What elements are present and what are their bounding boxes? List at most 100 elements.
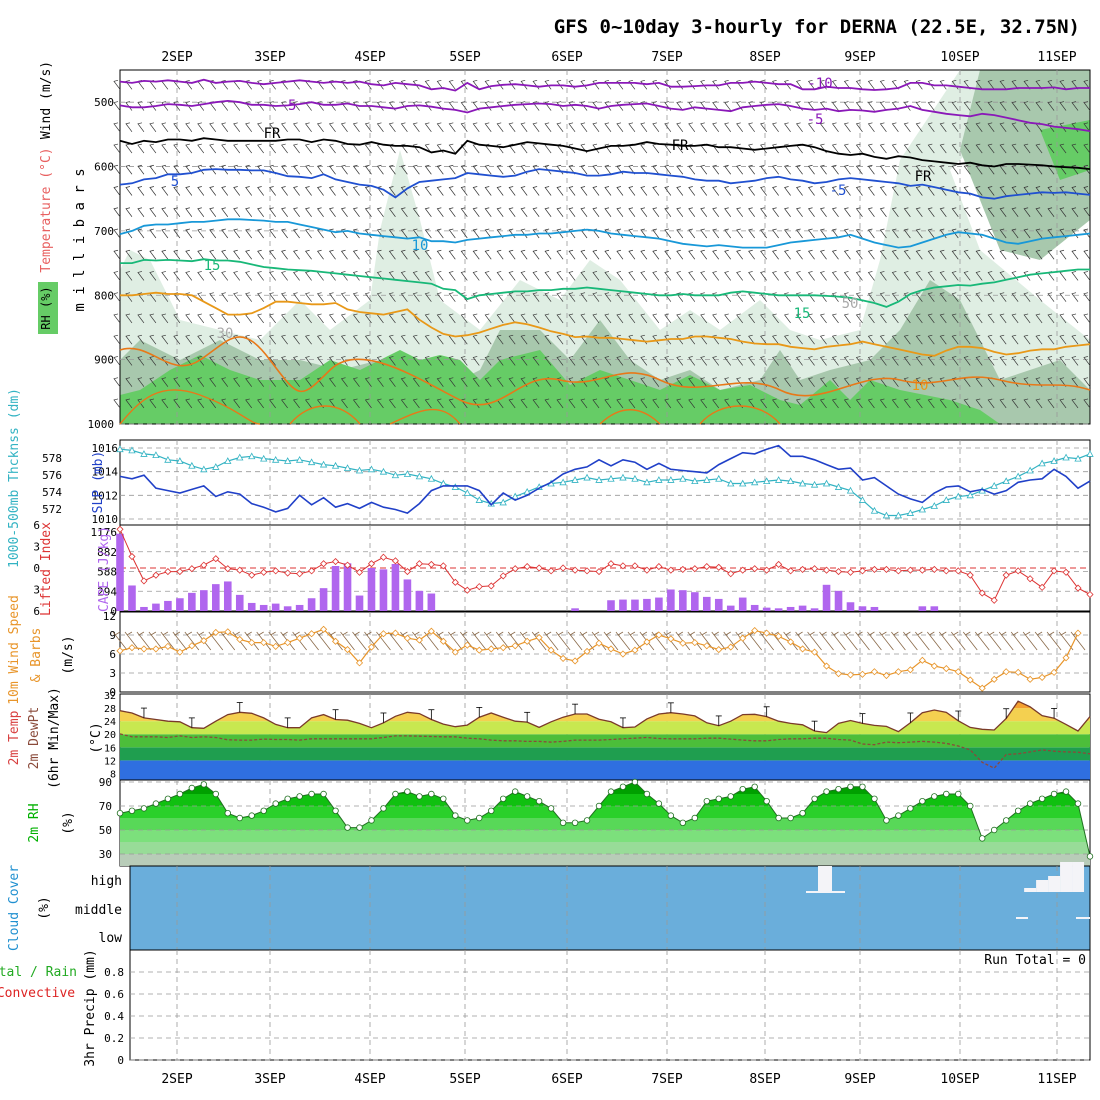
upper-wind-barb: [1047, 313, 1055, 324]
upper-wind-barb: [652, 207, 660, 217]
upper-wind-barb: [927, 79, 935, 90]
upper-wind-barb: [1083, 334, 1091, 345]
upper-wind-barb: [209, 271, 217, 281]
surface-wind-barb: [184, 631, 200, 651]
upper-wind-barb: [1011, 186, 1019, 196]
upper-wind-barb: [137, 271, 145, 281]
upper-wind-barb: [197, 271, 205, 281]
upper-wind-barb: [125, 356, 133, 366]
upper-wind-barb: [784, 79, 791, 90]
upper-wind-barb: [137, 122, 145, 132]
upper-wind-barb: [748, 356, 755, 366]
upper-wind-barb: [640, 101, 648, 111]
upper-wind-barb: [688, 79, 696, 90]
upper-wind-barb: [640, 398, 648, 409]
high-cloud-bar: [1048, 876, 1061, 892]
upper-wind-barb: [604, 292, 612, 302]
upper-wind-barb: [1035, 228, 1043, 239]
upper-wind-barb: [604, 186, 612, 196]
upper-wind-barb: [257, 271, 264, 281]
upper-wind-barb: [316, 79, 324, 90]
upper-wind-barb: [1011, 398, 1019, 409]
rh-marker: [236, 814, 243, 822]
upper-wind-barb: [1023, 356, 1031, 366]
upper-wind-barb: [269, 122, 276, 132]
thickness-tick-label: 574: [42, 486, 62, 499]
thickness-marker: [1014, 472, 1022, 480]
wind-speed-marker: [212, 628, 220, 637]
upper-wind-barb: [508, 207, 516, 217]
upper-wind-barb: [508, 79, 516, 90]
rh-marker: [116, 810, 124, 817]
wind-speed-marker: [775, 632, 783, 640]
upper-wind-barb: [412, 207, 420, 217]
surface-wind-barb: [352, 631, 367, 651]
upper-wind-barb: [1083, 186, 1091, 196]
precip-tick-label: 0.8: [104, 966, 124, 979]
isotherm-label: FR: [264, 126, 281, 142]
upper-wind-barb: [269, 271, 276, 281]
rh-marker: [763, 798, 770, 805]
surface-wind-barb: [268, 631, 283, 651]
rh-marker: [392, 790, 399, 798]
wind-speed-marker: [1074, 629, 1082, 637]
upper-wind-barb: [269, 313, 276, 324]
upper-wind-barb: [1047, 334, 1055, 345]
upper-wind-barb: [999, 101, 1007, 111]
upper-wind-barb: [772, 101, 779, 111]
upper-wind-barb: [460, 249, 468, 260]
thickness-marker: [906, 509, 915, 516]
rh-band: [120, 818, 1090, 830]
upper-wind-barb: [616, 292, 624, 302]
thickness-marker: [595, 476, 603, 483]
upper-wind-barb: [1071, 207, 1079, 217]
upper-wind-barb: [436, 249, 444, 260]
upper-wind-barb: [855, 101, 863, 111]
upper-wind-barb: [376, 122, 384, 132]
upper-wind-barb: [760, 228, 767, 239]
upper-wind-barb: [245, 186, 253, 196]
upper-wind-barb: [963, 292, 971, 302]
upper-wind-barb: [831, 186, 839, 196]
upper-wind-barb: [963, 356, 971, 366]
upper-wind-barb: [185, 356, 193, 366]
lifted-index-marker: [439, 562, 447, 570]
upper-wind-barb: [233, 377, 241, 387]
upper-wind-barb: [532, 334, 540, 345]
upper-wind-barb: [257, 334, 264, 345]
thickness-marker: [966, 491, 974, 499]
upper-wind-barb: [616, 313, 624, 324]
lifted-index-marker: [403, 568, 411, 576]
upper-wind-barb: [364, 292, 372, 302]
upper-wind-barb: [257, 79, 264, 90]
upper-wind-barb: [221, 271, 229, 281]
upper-wind-barb: [939, 101, 947, 111]
upper-wind-barb: [364, 164, 372, 175]
upper-wind-barb: [1035, 271, 1043, 281]
upper-wind-barb: [293, 334, 300, 345]
wind-speed-marker: [787, 638, 795, 646]
upper-wind-barb: [245, 398, 253, 409]
thickness-marker: [1026, 466, 1034, 474]
upper-wind-barb: [867, 207, 875, 217]
isotherm-line: [119, 99, 1091, 132]
upper-wind-barb: [1071, 101, 1079, 111]
upper-wind-barb: [257, 398, 264, 409]
lifted-index-marker: [811, 565, 819, 573]
upper-wind-barb: [1011, 143, 1019, 154]
rh-legend-swatch: [38, 282, 58, 334]
isotherm-label: FR: [672, 138, 689, 154]
upper-wind-barb: [520, 313, 528, 324]
upper-wind-barb: [448, 101, 456, 111]
upper-wind-barb: [915, 143, 923, 154]
upper-wind-barb: [1083, 249, 1091, 260]
upper-air-panel: [119, 69, 1091, 425]
upper-wind-barb: [376, 377, 384, 387]
upper-wind-barb: [544, 398, 552, 409]
upper-wind-barb: [269, 292, 276, 302]
thickness-marker: [475, 496, 483, 503]
upper-wind-barb: [1071, 249, 1079, 260]
upper-wind-barb: [137, 164, 145, 175]
upper-wind-barb: [891, 398, 899, 409]
